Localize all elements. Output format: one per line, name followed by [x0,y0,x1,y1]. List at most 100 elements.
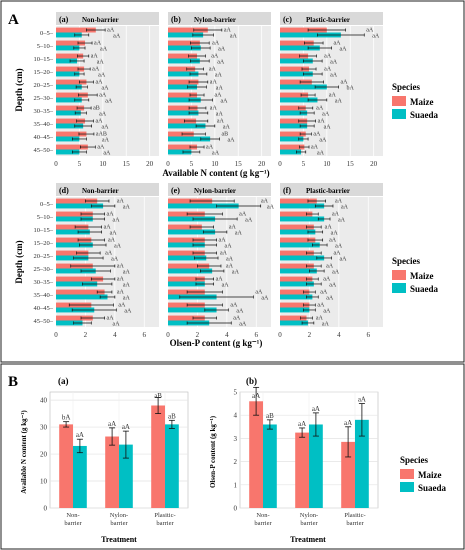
bar-suaeda [168,255,207,261]
x-tick-label: barrier [346,520,364,527]
significance-label: aA [214,93,222,99]
significance-label: aA [216,277,224,283]
significance-label: aA [225,244,233,250]
bar-maize [56,79,87,85]
x-tick-label: 0 [166,331,170,339]
significance-label: aA [98,73,106,79]
bar-suaeda [280,216,325,222]
bar-suaeda [56,97,82,103]
bar-suaeda [56,203,104,209]
bar-suaeda [168,203,239,209]
significance-label: aA [334,41,342,47]
significance-label: aA [236,309,244,315]
bar-suaeda [280,307,310,313]
significance-label: aA [372,34,380,40]
b-panel-0: 0 10 20 30 40 bA aA Non-barrier aA aA Nylon-barrie… [40,391,189,527]
significance-label: aA [317,151,325,157]
significance-label: aA [235,231,243,237]
x-tick-label: barrier [64,520,82,527]
bar-maize [56,92,88,98]
bar-suaeda [280,229,316,235]
x-tick-label: 0 [54,331,58,339]
bar-suaeda [168,216,216,222]
bar-maize [56,131,87,137]
x-tick-label: 10 [99,160,107,168]
legend-swatch-maize [392,270,406,280]
x-axis-title-available-n: Available N content (g kg⁻¹) [162,168,269,178]
significance-label: aA [209,67,217,73]
bar-suaeda [280,123,308,129]
bar-maize [168,27,208,33]
bar-maize [168,315,205,321]
significance-label: aA [97,60,105,66]
x-tick-label: 5 [302,160,306,168]
significance-label: aA [341,205,349,211]
y-tick-label: 0 [44,505,48,513]
bar-maize [59,424,73,508]
x-tick-label: barrier [254,520,272,527]
bar-suaeda [168,229,216,235]
bar-suaeda [165,424,179,508]
bar-suaeda [355,419,369,508]
significance-label: aA [224,28,232,34]
significance-label: aA [298,420,306,428]
significance-label: aA [226,264,234,270]
bar-maize [56,66,85,72]
significance-label: aA [239,322,247,328]
significance-label: aA [113,322,121,328]
bar-maize [280,131,306,137]
x-tick-label: 4 [113,331,117,339]
legend-swatch-suaeda [392,109,406,119]
legend-swatch-maize [400,469,414,479]
x-tick-label: 2 [196,331,200,339]
significance-label: aA [340,257,348,263]
bar-maize [280,53,309,59]
significance-label: aA [118,303,126,309]
significance-label: aA [216,86,224,92]
significance-label: aA [215,73,223,79]
bar-maize [280,315,307,321]
depth-tick-label: 35–40– [34,292,54,299]
bar-maize [168,53,198,59]
bar-suaeda [56,110,81,116]
bar-maize [280,40,314,46]
bar-suaeda [119,444,133,508]
significance-label: aA [239,212,247,218]
significance-label: bA [347,86,355,92]
panel-title: Plastic-barrier [306,187,350,195]
x-tick-label: 0 [166,160,170,168]
x-tick-label: Non- [256,512,269,519]
b-panel-b-label: (b) [246,376,257,386]
bar-maize [56,315,93,321]
depth-tick-label: 10–15– [34,227,54,234]
significance-label: aA [340,47,348,53]
significance-label: aA [76,431,84,439]
significance-label: aA [102,138,110,144]
section-b-label: B [8,374,18,390]
significance-label: aA [326,296,334,302]
significance-label: aA [218,47,226,53]
depth-axis-label-bottom: Depth (cm) [14,240,24,283]
x-tick-label: Non- [66,512,79,519]
depth-axis-label-top: Depth (cm) [14,68,24,111]
significance-label: aA [217,60,225,66]
bar-suaeda [56,242,93,248]
significance-label: aA [123,270,131,276]
significance-label: aA [322,322,330,328]
significance-label: aA [216,112,224,118]
significance-label: bA [62,414,71,422]
x-tick-label: 15 [123,160,131,168]
bar-maize [280,237,316,243]
significance-label: aA [101,125,109,131]
depth-tick-label: 15–20– [34,240,54,247]
panel-strip [56,183,159,196]
bar-maize [168,302,205,308]
significance-label: aA [325,225,333,231]
y-tick-label: 1 [234,481,238,489]
significance-label: aA [319,138,327,144]
bar-suaeda [168,242,205,248]
bar-suaeda [280,136,304,142]
bar-suaeda [56,32,82,38]
bar-suaeda [280,149,302,155]
